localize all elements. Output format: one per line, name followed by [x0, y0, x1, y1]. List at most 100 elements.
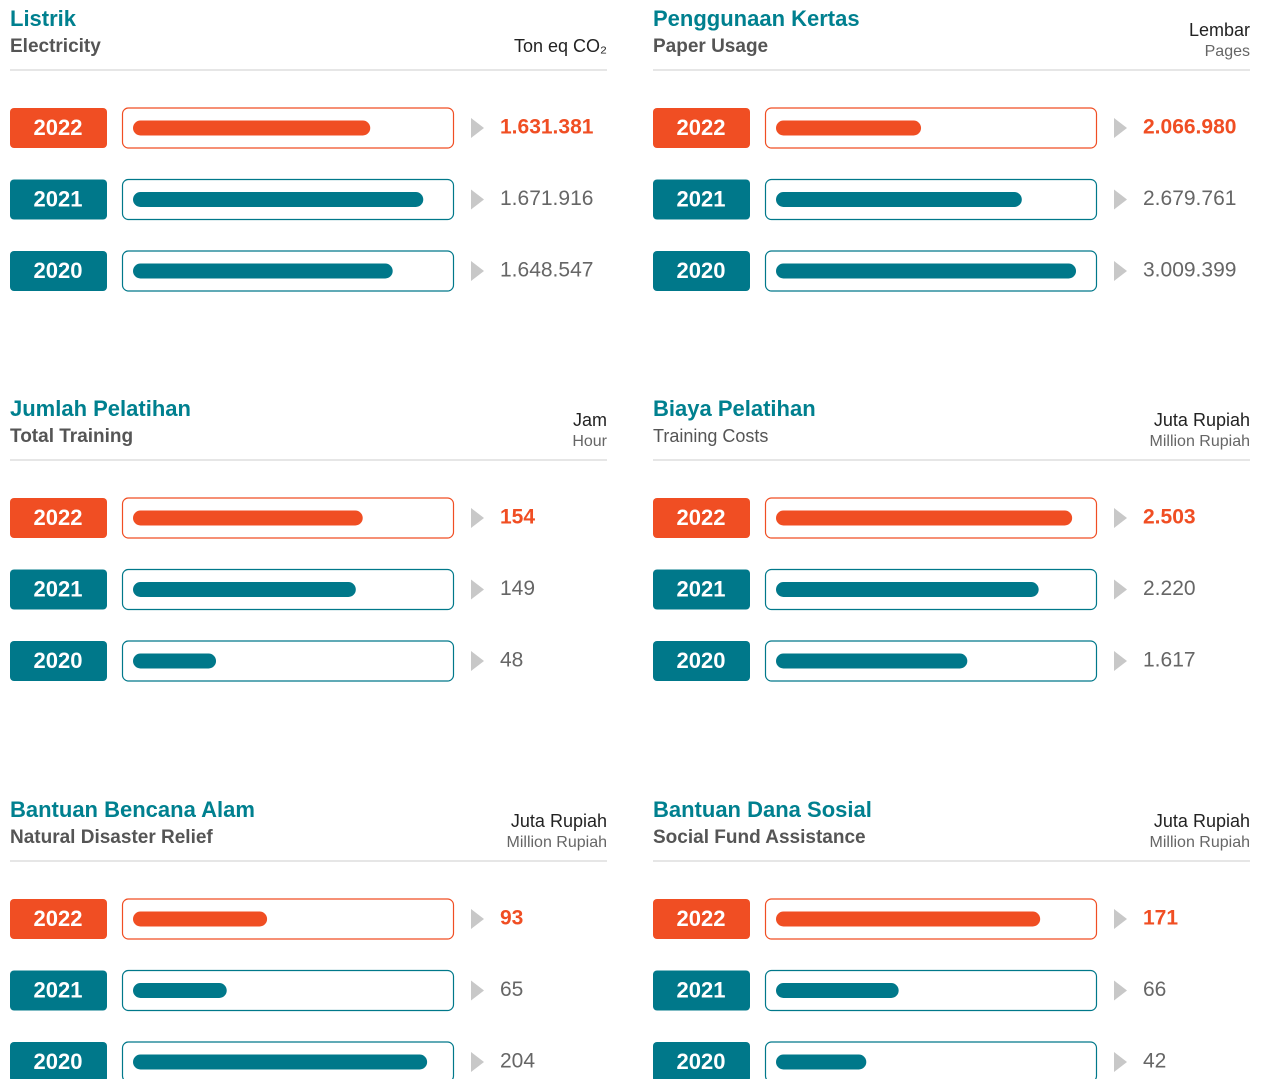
- pointer: [471, 508, 484, 528]
- value-label: 1.617: [1143, 649, 1196, 672]
- year-label: 2021: [677, 186, 726, 211]
- unit-en: Pages: [1205, 43, 1250, 60]
- unit-en: Million Rupiah: [1150, 433, 1251, 450]
- pointer: [1114, 118, 1127, 138]
- bar-track: [764, 1041, 1098, 1079]
- pointer: [471, 651, 484, 671]
- year-badge: [10, 108, 107, 148]
- value-label: 2.066.980: [1143, 116, 1236, 139]
- year-label: 2022: [677, 906, 726, 931]
- bar: [133, 120, 371, 136]
- year-label: 2022: [677, 115, 726, 140]
- year-label: 2021: [677, 977, 726, 1002]
- panel-subtitle: Social Fund Assistance: [653, 827, 866, 848]
- unit: Juta Rupiah: [511, 811, 607, 831]
- panel-subtitle: Electricity: [10, 36, 101, 57]
- year-label: 2022: [34, 906, 83, 931]
- year-badge: [10, 251, 107, 291]
- year-badge: [653, 569, 750, 610]
- value-label: 1.648.547: [500, 259, 593, 282]
- panel-subtitle: Training Costs: [653, 426, 768, 446]
- year-badge: [653, 1042, 750, 1079]
- bar: [133, 1054, 428, 1070]
- bar: [133, 582, 356, 597]
- year-badge: [10, 498, 107, 538]
- unit: Jam: [573, 410, 607, 430]
- value-label: 204: [500, 1050, 535, 1073]
- value-label: 1.671.916: [500, 187, 593, 210]
- panel-title: Listrik: [10, 6, 77, 31]
- bar: [133, 510, 363, 526]
- bar: [776, 1054, 867, 1070]
- value-label: 154: [500, 506, 535, 529]
- year-badge: [653, 498, 750, 538]
- unit: Juta Rupiah: [1154, 811, 1250, 831]
- unit-en: Hour: [572, 433, 607, 450]
- pointer: [1114, 651, 1127, 671]
- value-label: 1.631.381: [500, 116, 594, 139]
- bar: [776, 653, 968, 669]
- value-label: 65: [500, 978, 523, 1001]
- bar-track: [764, 969, 1098, 1012]
- pointer: [1114, 909, 1127, 929]
- year-label: 2020: [677, 648, 726, 673]
- pointer: [1114, 189, 1127, 210]
- panel-title: Penggunaan Kertas: [653, 6, 860, 31]
- year-badge: [10, 970, 107, 1011]
- bar: [133, 192, 424, 207]
- year-label: 2022: [34, 505, 83, 530]
- bar: [776, 263, 1077, 279]
- year-label: 2022: [34, 115, 83, 140]
- bar-track: [121, 969, 455, 1012]
- bar-track: [764, 107, 1098, 149]
- pointer: [471, 909, 484, 929]
- pointer: [471, 189, 484, 210]
- year-badge: [653, 179, 750, 220]
- unit: Ton eq CO₂: [514, 36, 607, 56]
- value-label: 149: [500, 577, 535, 600]
- pointer: [1114, 980, 1127, 1001]
- bar: [133, 911, 268, 927]
- pointer: [1114, 1052, 1127, 1072]
- year-badge: [10, 1042, 107, 1079]
- panel-subtitle: Natural Disaster Relief: [10, 827, 213, 848]
- year-label: 2021: [34, 186, 83, 211]
- year-label: 2022: [677, 505, 726, 530]
- year-label: 2021: [34, 576, 83, 601]
- value-label: 93: [500, 907, 523, 930]
- bar: [133, 263, 393, 279]
- year-badge: [653, 108, 750, 148]
- pointer: [471, 118, 484, 138]
- unit: Juta Rupiah: [1154, 410, 1250, 430]
- year-label: 2021: [677, 576, 726, 601]
- pointer: [1114, 508, 1127, 528]
- pointer: [471, 980, 484, 1001]
- unit-en: Million Rupiah: [1150, 834, 1251, 851]
- year-label: 2021: [34, 977, 83, 1002]
- year-badge: [10, 569, 107, 610]
- panel-subtitle: Total Training: [10, 426, 133, 447]
- value-label: 42: [1143, 1050, 1166, 1073]
- year-label: 2020: [34, 258, 83, 283]
- bar: [776, 120, 922, 136]
- bar: [776, 983, 899, 998]
- pointer: [471, 1052, 484, 1072]
- value-label: 2.220: [1143, 577, 1196, 600]
- bar: [776, 192, 1022, 207]
- year-label: 2020: [677, 1049, 726, 1074]
- bar-track: [121, 898, 455, 940]
- value-label: 2.503: [1143, 506, 1196, 529]
- unit: Lembar: [1189, 20, 1250, 40]
- year-badge: [10, 179, 107, 220]
- pointer: [471, 579, 484, 600]
- bar: [776, 911, 1041, 927]
- year-badge: [653, 899, 750, 939]
- bar: [133, 983, 227, 998]
- bar: [133, 653, 217, 669]
- year-label: 2020: [34, 648, 83, 673]
- panel-title: Bantuan Bencana Alam: [10, 797, 255, 822]
- value-label: 171: [1143, 907, 1178, 930]
- year-label: 2020: [34, 1049, 83, 1074]
- bar-track: [121, 640, 455, 682]
